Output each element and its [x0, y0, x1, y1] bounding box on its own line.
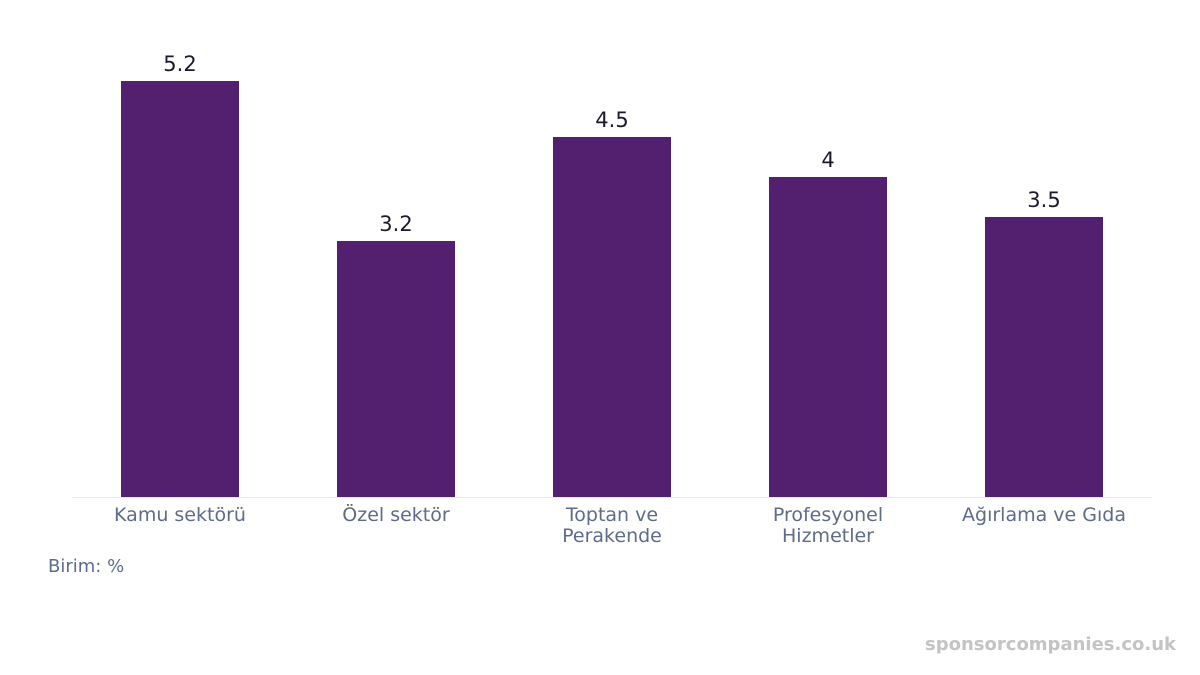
category-label-0: Kamu sektörü	[114, 504, 246, 526]
bar-value-label-4: 3.5	[1027, 188, 1060, 212]
bar-value-label-0: 5.2	[163, 52, 196, 76]
bar-0	[121, 81, 239, 497]
bar-value-label-3: 4	[821, 148, 834, 172]
bar-3	[769, 177, 887, 497]
category-label-1: Özel sektör	[342, 503, 450, 526]
bar-value-label-2: 4.5	[595, 108, 628, 132]
unit-note: Birim: %	[48, 556, 125, 577]
category-label-2-line-1: Perakende	[562, 525, 662, 547]
category-label-4: Ağırlama ve Gıda	[962, 504, 1126, 526]
bar-1	[337, 241, 455, 497]
bar-value-label-1: 3.2	[379, 212, 412, 236]
bar-4	[985, 217, 1103, 497]
category-label-3-line-1: Hizmetler	[782, 525, 874, 547]
watermark: sponsorcompanies.co.uk	[925, 634, 1176, 655]
category-label-2-line-0: Toptan ve	[565, 504, 658, 526]
category-label-3-line-0: Profesyonel	[773, 504, 883, 526]
bar-2	[553, 137, 671, 497]
